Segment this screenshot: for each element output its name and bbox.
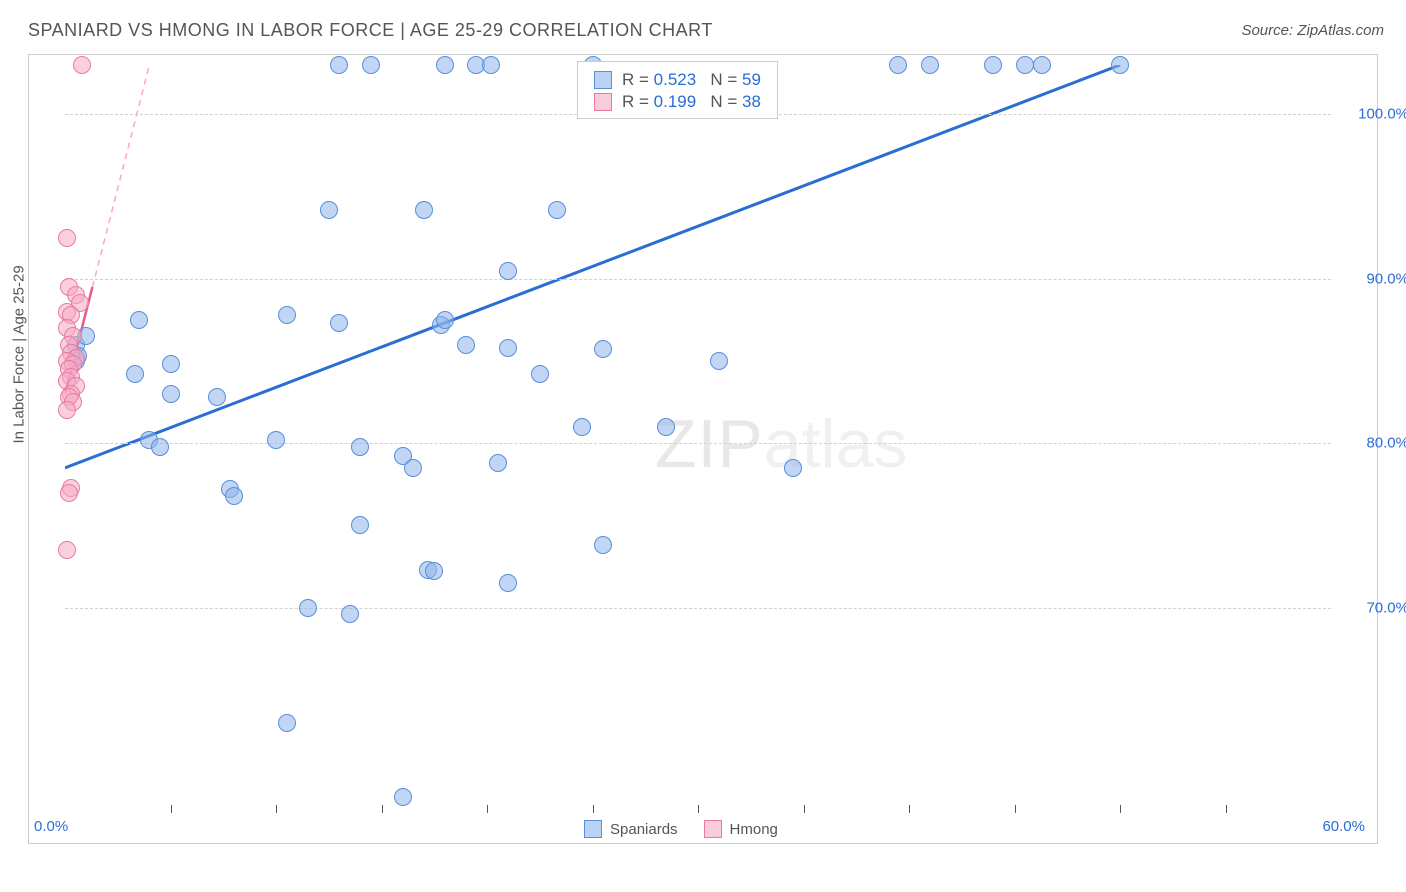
scatter-point <box>531 365 549 383</box>
scatter-point <box>126 365 144 383</box>
scatter-point <box>394 788 412 806</box>
x-tick <box>1015 805 1016 813</box>
scatter-point <box>489 454 507 472</box>
scatter-point <box>278 306 296 324</box>
legend-label: Hmong <box>730 821 778 838</box>
x-tick <box>593 805 594 813</box>
scatter-point <box>362 56 380 74</box>
source-attribution: Source: ZipAtlas.com <box>1241 22 1384 39</box>
x-tick <box>698 805 699 813</box>
stat-text: R = 0.199 N = 38 <box>622 92 761 112</box>
x-tick <box>487 805 488 813</box>
stat-row: R = 0.199 N = 38 <box>594 92 761 112</box>
scatter-point <box>457 336 475 354</box>
plot-area: ZIPatlas 70.0%80.0%90.0%100.0% <box>65 65 1331 805</box>
scatter-point <box>436 56 454 74</box>
series-swatch <box>594 71 612 89</box>
scatter-point <box>278 714 296 732</box>
regression-line <box>92 65 149 287</box>
scatter-point <box>208 388 226 406</box>
legend-swatch <box>704 820 722 838</box>
gridline <box>65 443 1331 444</box>
legend: Spaniards Hmong <box>584 820 778 838</box>
gridline <box>65 608 1331 609</box>
x-tick <box>1120 805 1121 813</box>
chart-container: In Labor Force | Age 25-29 ZIPatlas 70.0… <box>28 54 1378 844</box>
scatter-point <box>415 201 433 219</box>
x-tick <box>276 805 277 813</box>
legend-item: Hmong <box>704 820 778 838</box>
scatter-point <box>58 401 76 419</box>
legend-item: Spaniards <box>584 820 678 838</box>
x-tick <box>1226 805 1227 813</box>
y-tick-label: 80.0% <box>1366 435 1406 452</box>
scatter-point <box>225 487 243 505</box>
scatter-point <box>499 574 517 592</box>
scatter-point <box>404 459 422 477</box>
chart-title: SPANIARD VS HMONG IN LABOR FORCE | AGE 2… <box>28 20 713 41</box>
x-axis-max: 60.0% <box>1322 818 1365 835</box>
scatter-point <box>60 484 78 502</box>
scatter-point <box>320 201 338 219</box>
scatter-point <box>162 385 180 403</box>
scatter-point <box>1033 56 1051 74</box>
scatter-point <box>548 201 566 219</box>
x-tick <box>804 805 805 813</box>
y-axis-label: In Labor Force | Age 25-29 <box>11 265 28 443</box>
scatter-point <box>710 352 728 370</box>
scatter-point <box>267 431 285 449</box>
scatter-point <box>130 311 148 329</box>
scatter-point <box>436 311 454 329</box>
scatter-point <box>921 56 939 74</box>
scatter-point <box>889 56 907 74</box>
scatter-point <box>499 262 517 280</box>
scatter-point <box>58 541 76 559</box>
x-tick <box>382 805 383 813</box>
x-tick <box>171 805 172 813</box>
scatter-point <box>162 355 180 373</box>
stat-row: R = 0.523 N = 59 <box>594 70 761 90</box>
gridline <box>65 279 1331 280</box>
scatter-point <box>657 418 675 436</box>
scatter-point <box>499 339 517 357</box>
scatter-point <box>594 536 612 554</box>
scatter-point <box>425 562 443 580</box>
x-tick <box>909 805 910 813</box>
scatter-point <box>1111 56 1129 74</box>
scatter-point <box>784 459 802 477</box>
scatter-point <box>351 516 369 534</box>
legend-swatch <box>584 820 602 838</box>
scatter-point <box>299 599 317 617</box>
y-tick-label: 70.0% <box>1366 599 1406 616</box>
legend-label: Spaniards <box>610 821 678 838</box>
scatter-point <box>1016 56 1034 74</box>
y-tick-label: 100.0% <box>1358 106 1406 123</box>
scatter-point <box>330 56 348 74</box>
series-swatch <box>594 93 612 111</box>
scatter-point <box>341 605 359 623</box>
regression-line <box>65 65 1120 468</box>
scatter-point <box>58 229 76 247</box>
x-axis-min: 0.0% <box>34 818 68 835</box>
scatter-point <box>330 314 348 332</box>
scatter-point <box>594 340 612 358</box>
scatter-point <box>984 56 1002 74</box>
stat-text: R = 0.523 N = 59 <box>622 70 761 90</box>
scatter-point <box>573 418 591 436</box>
scatter-point <box>482 56 500 74</box>
regression-lines <box>65 65 1331 805</box>
scatter-point <box>151 438 169 456</box>
scatter-point <box>351 438 369 456</box>
scatter-point <box>73 56 91 74</box>
statistics-box: R = 0.523 N = 59R = 0.199 N = 38 <box>577 61 778 119</box>
y-tick-label: 90.0% <box>1366 270 1406 287</box>
